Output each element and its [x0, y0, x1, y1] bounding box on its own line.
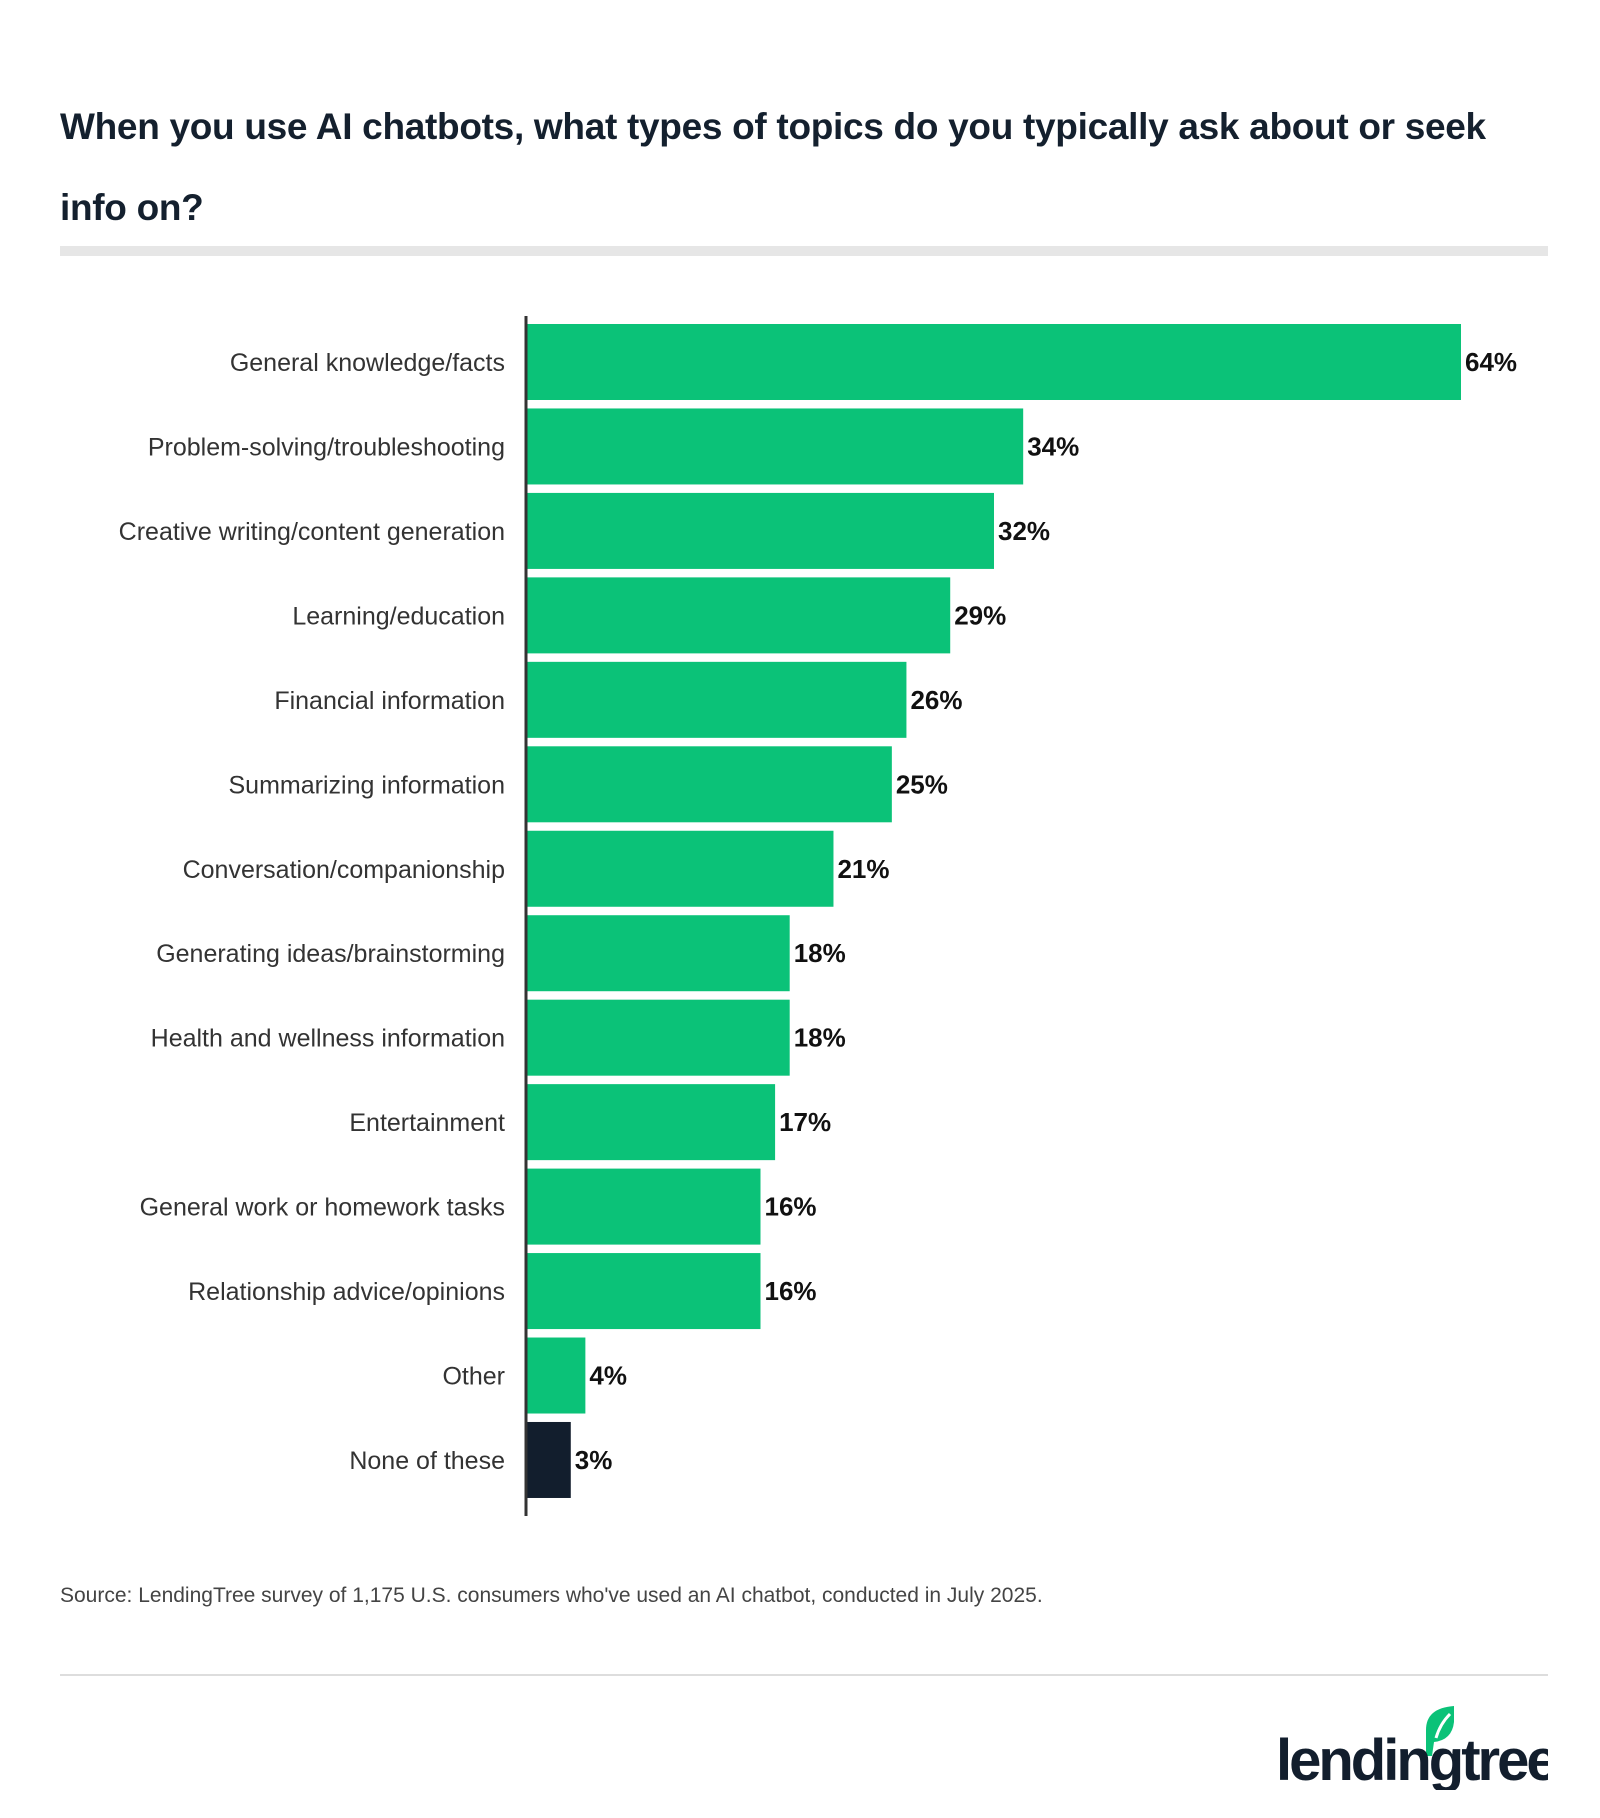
value-label: 34%	[1027, 431, 1079, 461]
bar	[527, 830, 834, 907]
category-label: Generating ideas/brainstorming	[156, 940, 505, 968]
bar	[527, 1253, 761, 1330]
value-label: 16%	[765, 1276, 817, 1306]
category-label: Other	[442, 1363, 505, 1391]
footer-divider	[60, 1674, 1548, 1676]
bar	[527, 492, 994, 569]
value-label: 32%	[998, 516, 1050, 546]
value-label: 21%	[837, 854, 889, 884]
bar	[527, 1337, 586, 1414]
bar	[527, 1421, 571, 1498]
bar	[527, 661, 907, 738]
value-label: 26%	[910, 685, 962, 715]
bar	[527, 324, 1461, 400]
svg-text:lendingtree: lendingtree	[1276, 1728, 1548, 1790]
value-label: 29%	[954, 600, 1006, 630]
category-label: General work or homework tasks	[140, 1194, 505, 1222]
bar	[527, 1084, 776, 1161]
bar	[527, 577, 951, 654]
source-note: Source: LendingTree survey of 1,175 U.S.…	[60, 1584, 1043, 1607]
value-label: 17%	[779, 1107, 831, 1137]
category-label: Conversation/companionship	[183, 856, 505, 884]
value-label: 3%	[575, 1445, 613, 1475]
chart-title: When you use AI chatbots, what types of …	[60, 106, 1486, 228]
bar	[527, 999, 790, 1076]
bar	[527, 408, 1024, 485]
lendingtree-logo: lendingtree	[1276, 1706, 1548, 1790]
bar	[527, 746, 892, 823]
value-label: 16%	[765, 1192, 817, 1222]
category-label: Health and wellness information	[151, 1025, 505, 1053]
category-label: Relationship advice/opinions	[188, 1278, 505, 1306]
category-label: Entertainment	[349, 1109, 505, 1137]
value-label: 18%	[794, 1023, 846, 1053]
category-label: Learning/education	[292, 602, 505, 630]
value-label: 25%	[896, 769, 948, 799]
value-label: 18%	[794, 938, 846, 968]
category-label: Creative writing/content generation	[119, 518, 505, 546]
bar	[527, 915, 790, 992]
value-label: 4%	[589, 1361, 627, 1391]
category-label: General knowledge/facts	[230, 349, 505, 377]
category-label: Financial information	[274, 687, 505, 715]
title-divider	[60, 246, 1548, 256]
category-label: Summarizing information	[229, 771, 506, 799]
bar-chart: General knowledge/facts 64% Problem-solvin…	[119, 316, 1517, 1516]
category-label: Problem-solving/troubleshooting	[148, 433, 505, 461]
category-label: None of these	[349, 1447, 505, 1475]
value-label: 64%	[1465, 347, 1517, 377]
bar	[527, 1168, 761, 1245]
